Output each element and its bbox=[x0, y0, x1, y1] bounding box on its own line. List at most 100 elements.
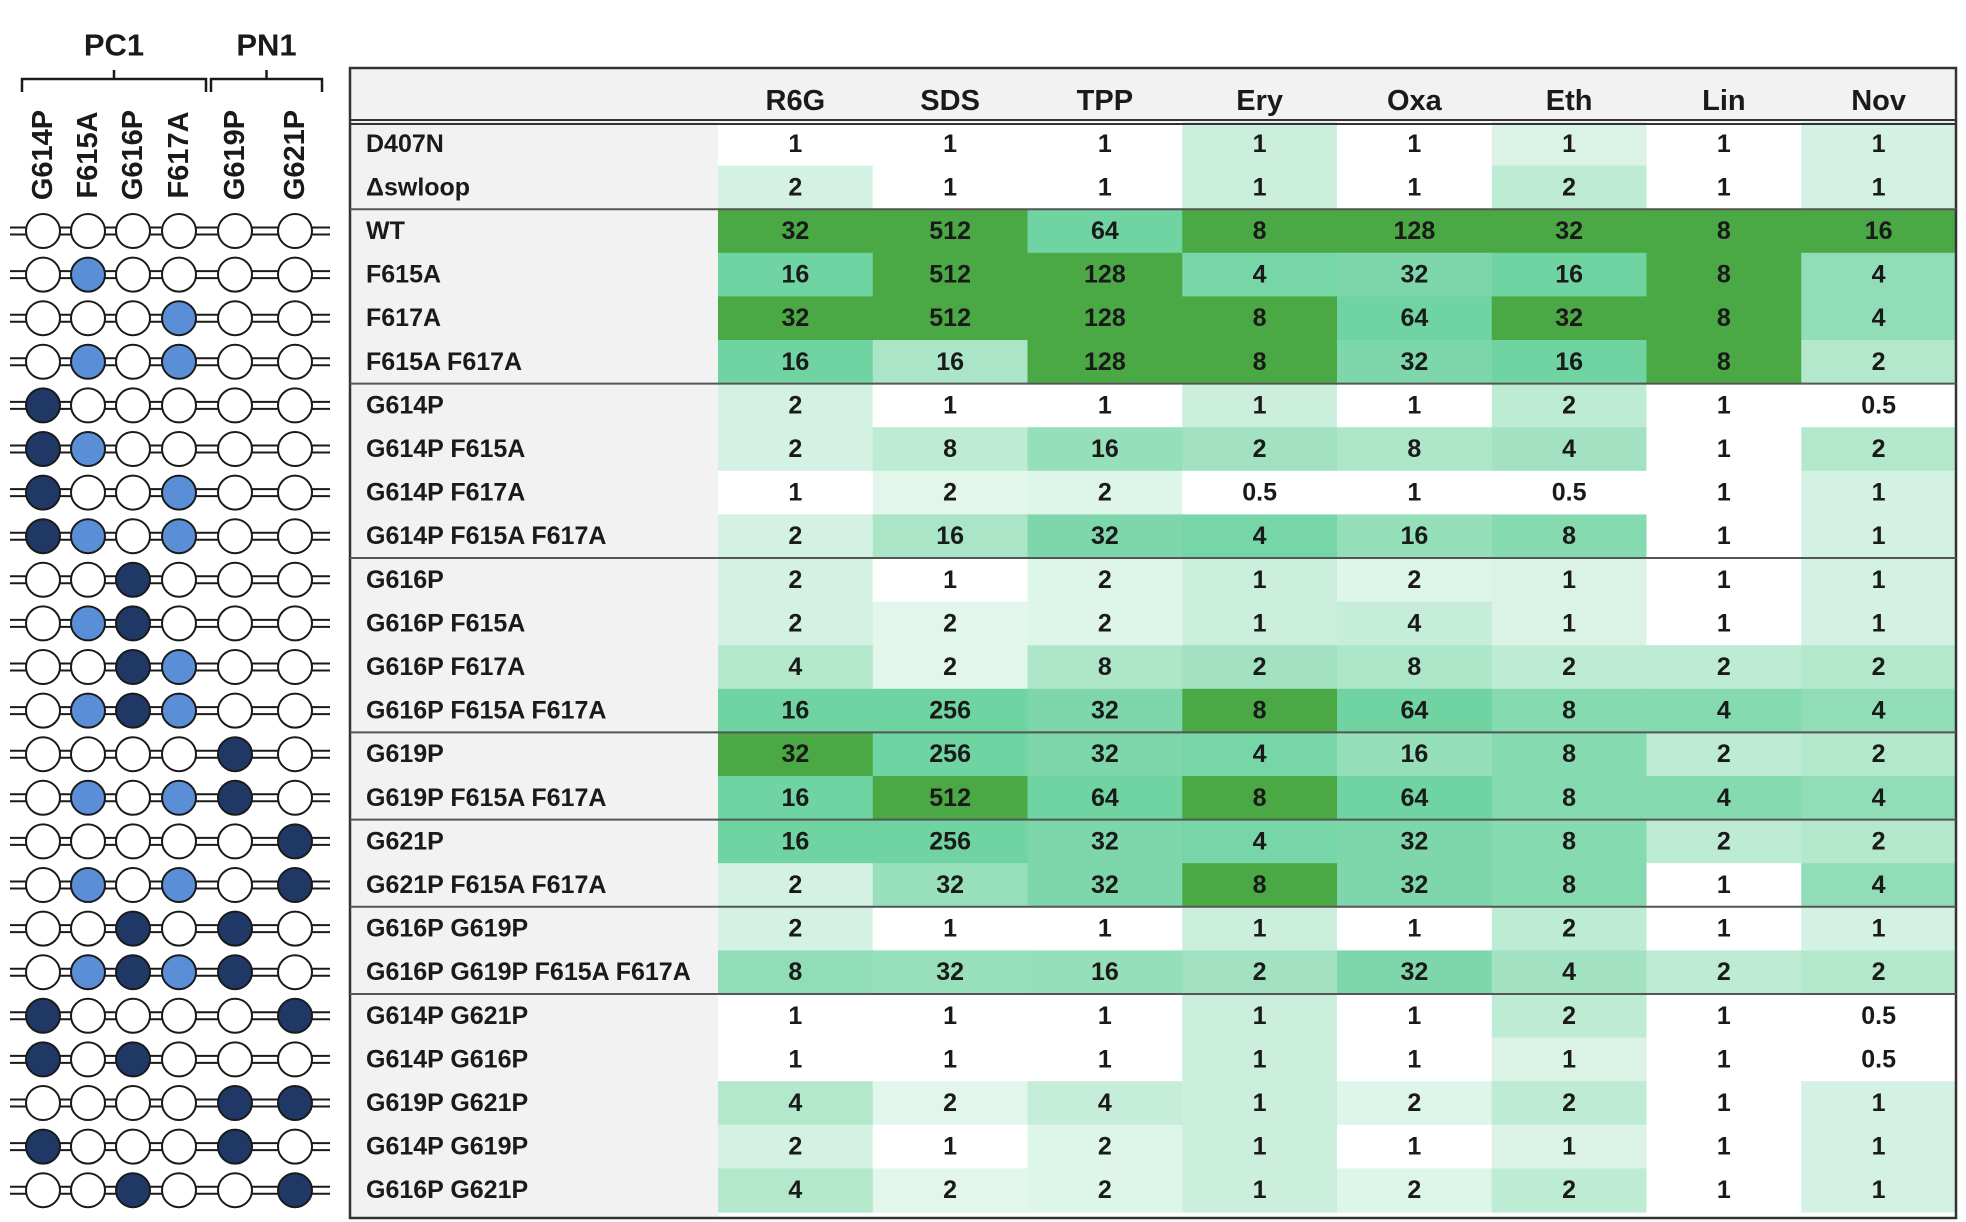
heatmap-cell bbox=[1801, 514, 1957, 559]
wildtype-dot bbox=[161, 387, 197, 424]
heatmap-cell bbox=[1337, 122, 1493, 167]
heatmap-cell bbox=[1182, 776, 1338, 821]
wildtype-dot bbox=[115, 779, 151, 816]
cell-value: 32 bbox=[1091, 827, 1119, 855]
cell-value: 4 bbox=[788, 1176, 802, 1204]
wildtype-dot bbox=[115, 256, 151, 293]
heatmap-cell bbox=[1027, 514, 1183, 559]
wildtype-dot bbox=[217, 692, 253, 729]
row-label: G619P F615A F617A bbox=[366, 784, 606, 812]
heatmap-cell bbox=[1337, 645, 1493, 690]
heatmap-cell bbox=[1491, 122, 1648, 167]
heatmap-cell bbox=[1182, 558, 1338, 603]
heatmap-cell bbox=[718, 601, 874, 646]
wildtype-dot bbox=[70, 736, 106, 773]
cell-value: 16 bbox=[781, 827, 809, 855]
proline-dot bbox=[25, 431, 61, 467]
cell-value: 1 bbox=[1098, 1045, 1112, 1073]
wildtype-dot bbox=[115, 300, 151, 337]
cell-value: 32 bbox=[781, 740, 809, 768]
wildtype-dot bbox=[217, 649, 253, 685]
heatmap-cell bbox=[1027, 906, 1183, 951]
cell-value: 2 bbox=[1872, 827, 1886, 855]
heatmap-cell bbox=[1337, 296, 1493, 341]
heatmap-cell bbox=[1491, 252, 1648, 297]
heatmap-cell bbox=[1182, 601, 1338, 646]
cell-value: 1 bbox=[1098, 391, 1112, 419]
heatmap-cell bbox=[1027, 470, 1183, 515]
proline-dot bbox=[115, 692, 151, 729]
heatmap-cell bbox=[872, 645, 1029, 690]
cell-value: 32 bbox=[1400, 261, 1428, 289]
cell-value: 512 bbox=[929, 304, 971, 332]
heatmap-cell bbox=[872, 1168, 1029, 1213]
cell-value: 1 bbox=[1717, 566, 1731, 594]
heatmap-cell bbox=[1337, 558, 1493, 603]
cell-value: 8 bbox=[1253, 697, 1267, 725]
wildtype-dot bbox=[25, 256, 61, 293]
heatmap-cell bbox=[1182, 994, 1338, 1039]
cell-value: 1 bbox=[943, 1133, 957, 1161]
heatmap-cell bbox=[872, 994, 1029, 1039]
cell-value: 16 bbox=[781, 784, 809, 812]
cell-value: 1 bbox=[1407, 130, 1421, 158]
cell-value: 4 bbox=[1407, 609, 1421, 637]
row-label: G614P G621P bbox=[366, 1002, 528, 1030]
heatmap-cell bbox=[1801, 601, 1957, 646]
heatmap-cell bbox=[1646, 994, 1802, 1039]
cell-value: 0.5 bbox=[1861, 1002, 1896, 1030]
heatmap-cell bbox=[718, 296, 874, 341]
cell-value: 1 bbox=[1253, 1045, 1267, 1073]
wildtype-dot bbox=[277, 649, 313, 685]
cell-value: 2 bbox=[943, 653, 957, 681]
proline-dot bbox=[25, 997, 61, 1034]
heatmap-cell bbox=[718, 819, 874, 864]
group-label-pc1: PC1 bbox=[84, 28, 144, 63]
cell-value: 2 bbox=[1717, 827, 1731, 855]
cell-value: 8 bbox=[1407, 653, 1421, 681]
column-header-ery: Ery bbox=[1236, 85, 1283, 117]
cell-value: 2 bbox=[1562, 915, 1576, 943]
wildtype-dot bbox=[25, 605, 61, 642]
heatmap-cell bbox=[1182, 1168, 1338, 1213]
cell-value: 32 bbox=[781, 217, 809, 245]
proline-dot bbox=[277, 867, 313, 903]
heatmap-cell bbox=[1027, 819, 1183, 864]
heatmap-cell bbox=[1337, 1124, 1493, 1169]
heatmap-cell bbox=[1646, 1037, 1802, 1082]
heatmap-cell bbox=[1491, 645, 1648, 690]
cell-value: 1 bbox=[1717, 435, 1731, 463]
wildtype-dot bbox=[217, 300, 253, 337]
cell-value: 2 bbox=[943, 479, 957, 507]
heatmap-cell bbox=[718, 252, 874, 297]
heatmap-cell bbox=[1491, 1168, 1648, 1213]
heatmap-cell bbox=[1491, 863, 1648, 908]
cell-value: 1 bbox=[1872, 1176, 1886, 1204]
alanine-dot bbox=[161, 867, 197, 903]
heatmap-cell bbox=[718, 470, 874, 515]
heatmap-cell bbox=[1182, 688, 1338, 733]
cell-value: 4 bbox=[1872, 304, 1886, 332]
proline-dot bbox=[25, 1128, 61, 1165]
wildtype-dot bbox=[277, 387, 313, 424]
table-lines bbox=[348, 66, 1958, 1220]
heatmap-cell bbox=[718, 209, 874, 254]
heatmap-cell bbox=[1801, 209, 1957, 254]
cell-value: 4 bbox=[1872, 697, 1886, 725]
alanine-dot bbox=[161, 343, 197, 380]
cell-value: 2 bbox=[1562, 1002, 1576, 1030]
heatmap-cell bbox=[1027, 601, 1183, 646]
heatmap-cell bbox=[1027, 688, 1183, 733]
cell-value: 2 bbox=[788, 522, 802, 550]
heatmap-cell bbox=[718, 340, 874, 385]
alanine-dot bbox=[70, 431, 106, 467]
heatmap-cell bbox=[1182, 383, 1338, 428]
cell-value: 4 bbox=[1562, 958, 1576, 986]
heatmap-cell bbox=[1182, 252, 1338, 297]
column-header-tpp: TPP bbox=[1077, 85, 1133, 117]
cell-value: 8 bbox=[1253, 348, 1267, 376]
cell-value: 512 bbox=[929, 217, 971, 245]
proline-dot bbox=[115, 910, 151, 947]
proline-dot bbox=[25, 1041, 61, 1078]
row-label: G614P bbox=[366, 391, 444, 419]
